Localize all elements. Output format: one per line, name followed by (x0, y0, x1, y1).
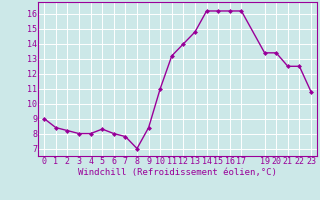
X-axis label: Windchill (Refroidissement éolien,°C): Windchill (Refroidissement éolien,°C) (78, 168, 277, 177)
